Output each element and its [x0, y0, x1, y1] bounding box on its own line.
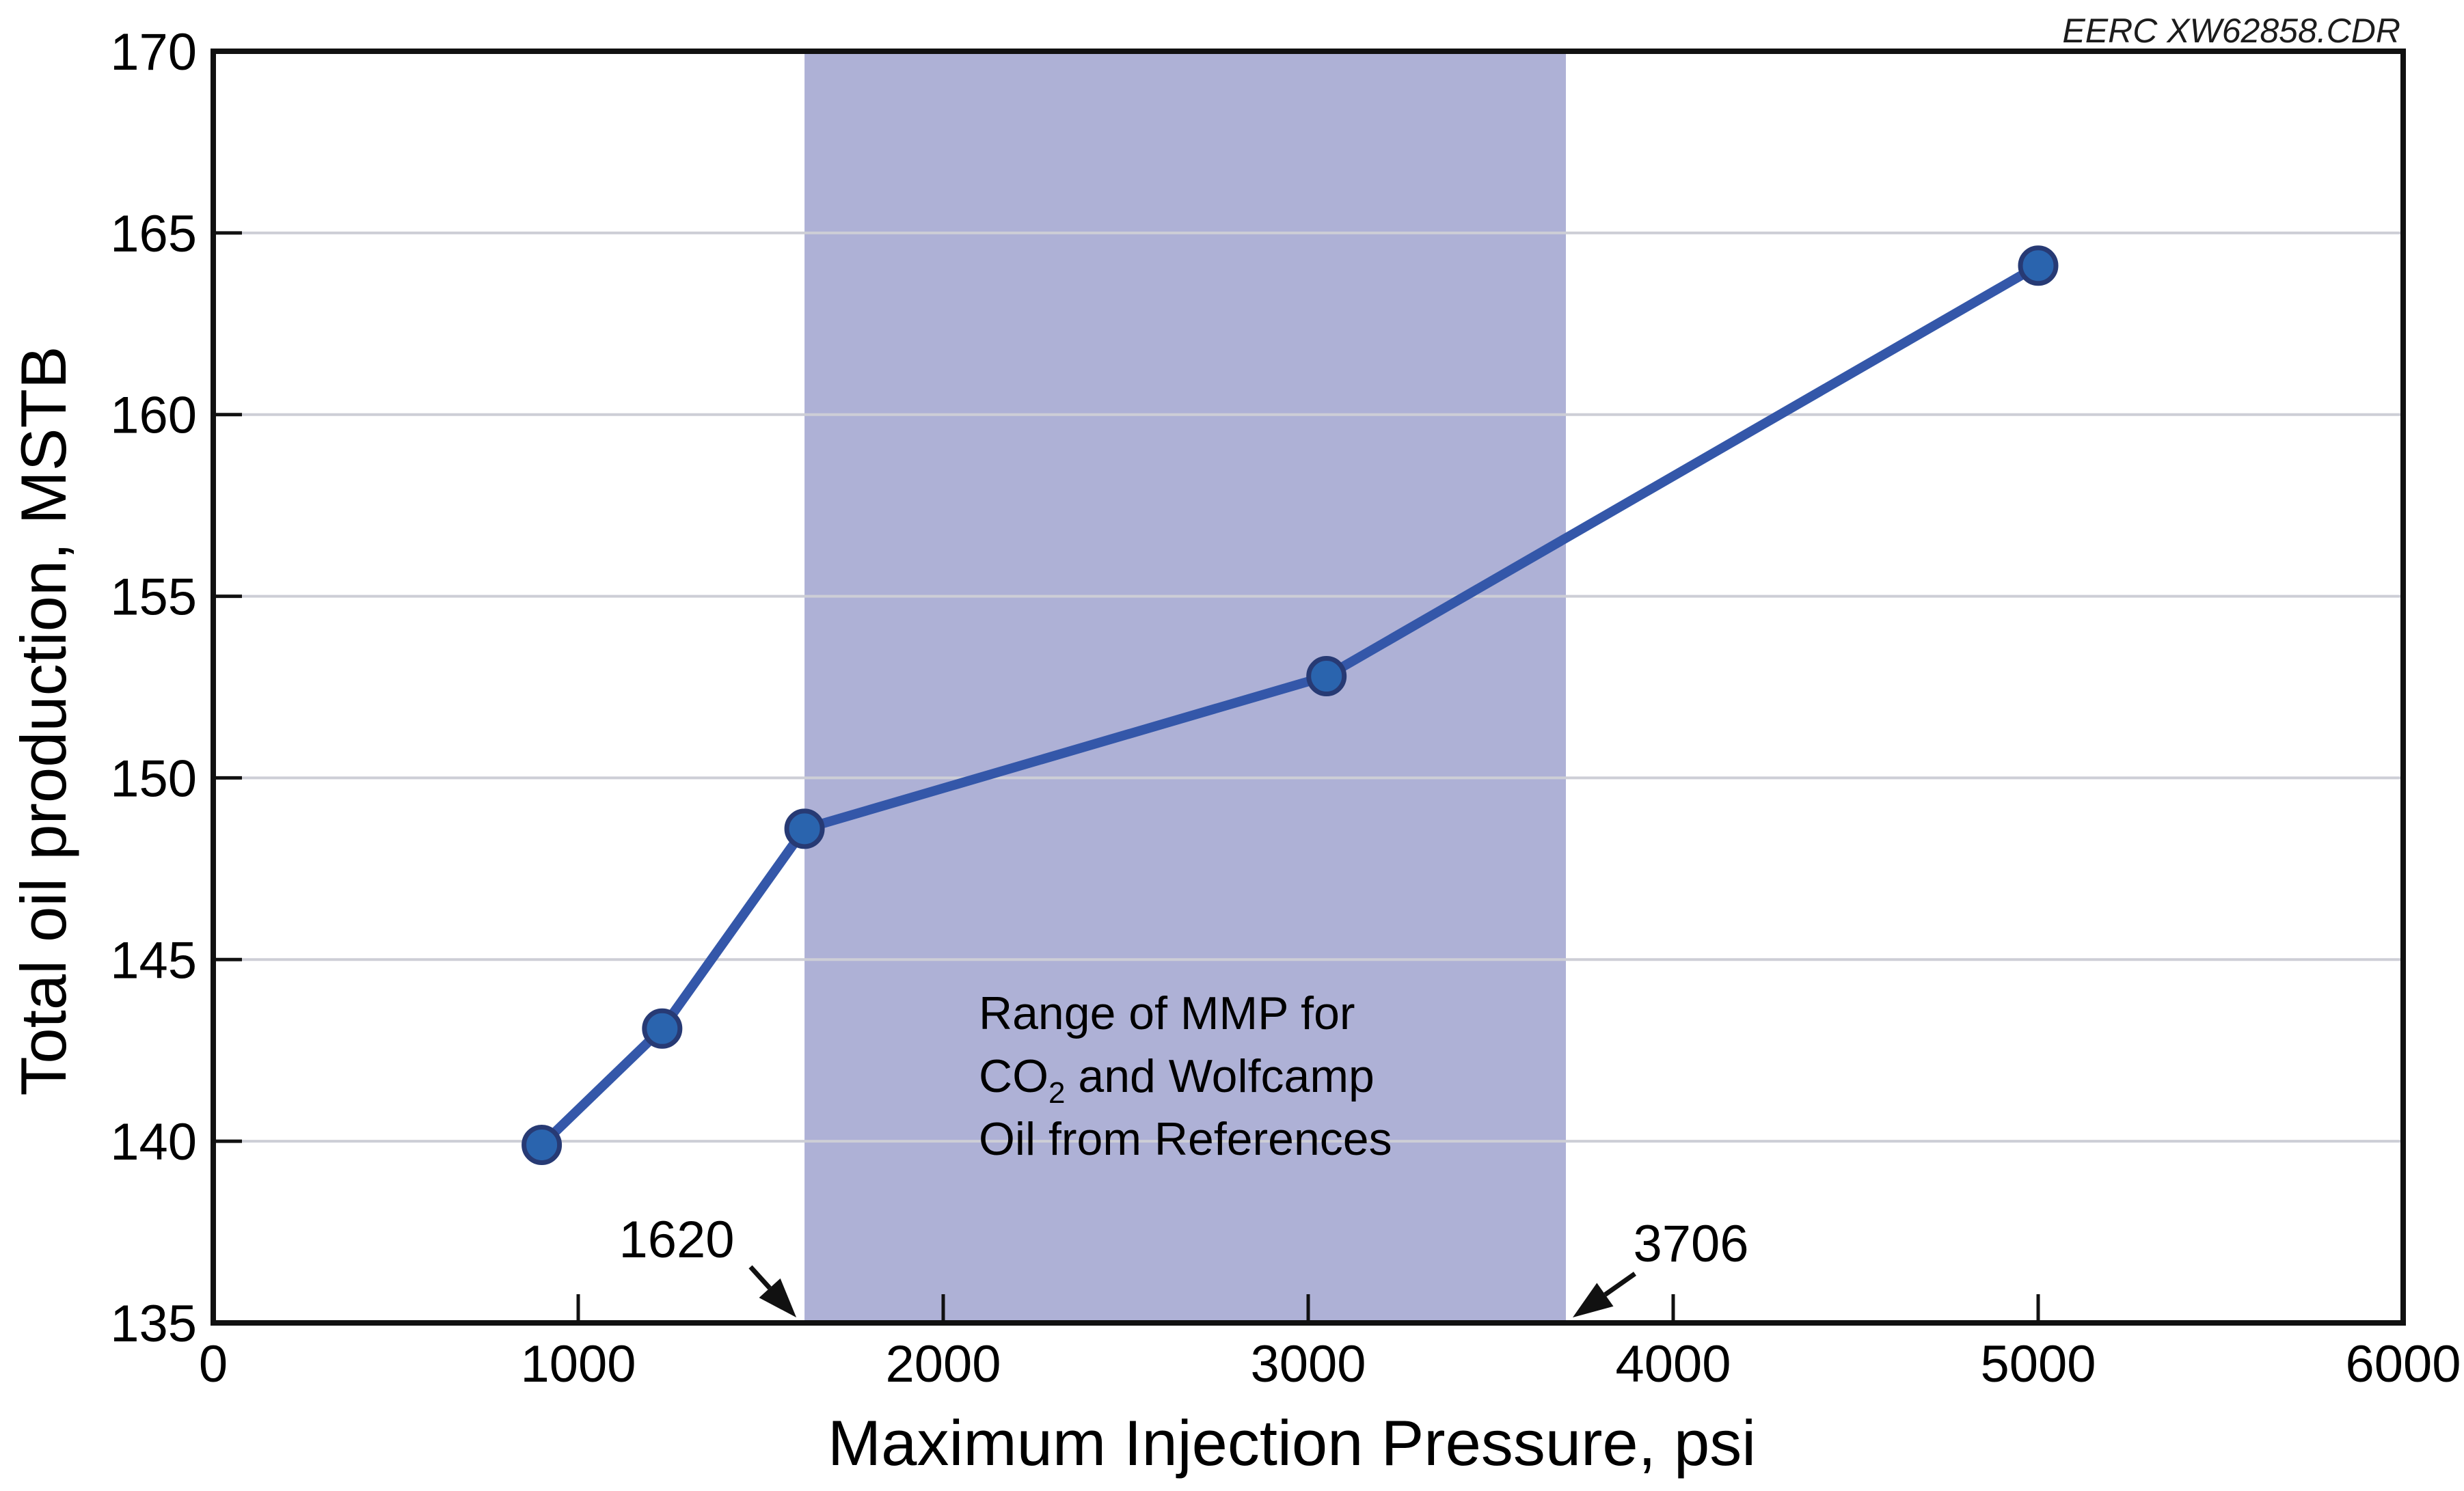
y-tick-label-165: 165: [110, 205, 197, 263]
y-tick-label-145: 145: [110, 931, 197, 989]
x-axis-title: Maximum Injection Pressure, psi: [828, 1407, 1756, 1479]
y-axis-title: Total oil production, MSTB: [8, 346, 79, 1095]
band-annotation-line-1: Range of MMP for: [979, 987, 1355, 1039]
band-to-arrow-head: [1573, 1283, 1614, 1317]
data-point-5: [2018, 245, 2059, 286]
data-point-4: [1306, 656, 1347, 697]
band-to-arrow-shaft: [1603, 1272, 1637, 1297]
y-tick-label-155: 155: [110, 569, 197, 627]
band-to-label: 3706: [1633, 1215, 1748, 1273]
y-tick-label-160: 160: [110, 387, 197, 445]
y-tick-label-170: 170: [110, 23, 197, 81]
band-annotation-line-2: CO2 and Wolfcamp: [979, 1050, 1375, 1110]
x-tick-label-4000: 4000: [1615, 1335, 1731, 1393]
y-tick-label-140: 140: [110, 1113, 197, 1171]
band-from-arrow-shaft: [748, 1265, 772, 1290]
x-tick-label-3000: 3000: [1250, 1335, 1366, 1393]
band-from-arrow-head: [759, 1278, 797, 1317]
data-point-3: [784, 808, 825, 849]
y-tick-label-135: 135: [110, 1295, 197, 1353]
x-tick-label-2000: 2000: [885, 1335, 1001, 1393]
data-point-2: [642, 1008, 683, 1049]
data-point-1: [522, 1124, 563, 1165]
mmp-band: [804, 51, 1567, 1323]
y-tick-label-150: 150: [110, 750, 197, 808]
x-tick-label-0: 0: [199, 1335, 228, 1393]
x-tick-label-1000: 1000: [520, 1335, 636, 1393]
band-annotation-line-3: Oil from References: [979, 1113, 1392, 1165]
x-tick-label-6000: 6000: [2345, 1335, 2461, 1393]
band-from-label: 1620: [619, 1211, 734, 1269]
watermark-text: EERC XW62858.CDR: [2062, 12, 2400, 50]
x-tick-label-5000: 5000: [1980, 1335, 2096, 1393]
